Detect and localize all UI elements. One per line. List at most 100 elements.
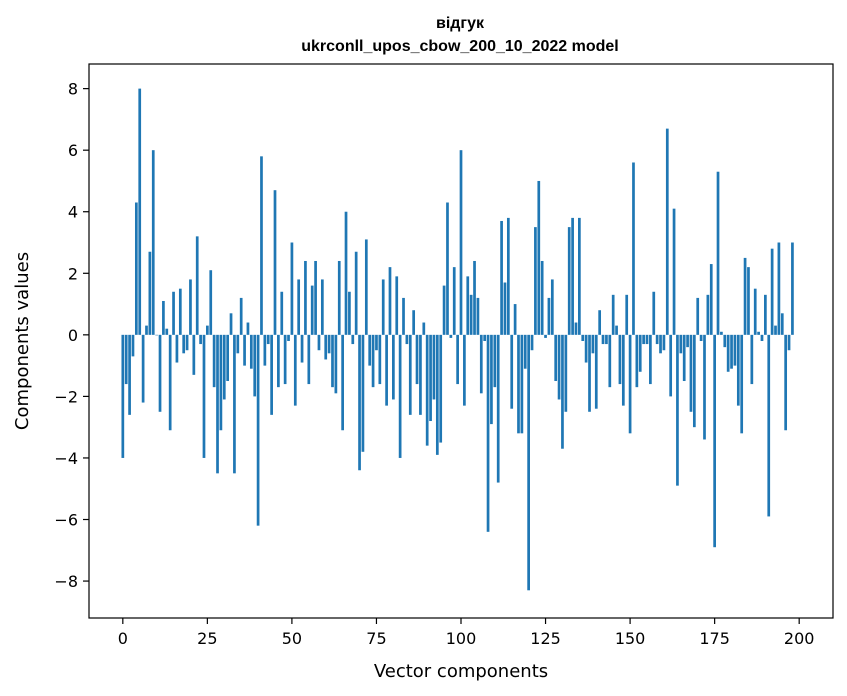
bar-component-12 <box>162 301 165 335</box>
bar-component-152 <box>636 335 639 387</box>
bar-component-110 <box>493 335 496 387</box>
bar-component-174 <box>710 264 713 335</box>
bar-component-166 <box>683 335 686 381</box>
bar-component-100 <box>460 150 463 335</box>
bar-component-7 <box>145 326 148 335</box>
bar-component-123 <box>537 181 540 335</box>
bar-component-67 <box>348 292 351 335</box>
x-tick-label: 100 <box>446 629 477 648</box>
bar-component-62 <box>331 335 334 387</box>
bar-component-85 <box>409 335 412 415</box>
bar-component-130 <box>561 335 564 449</box>
y-tick-label: 4 <box>68 203 78 222</box>
bar-component-161 <box>666 129 669 335</box>
bar-component-143 <box>605 335 608 344</box>
bars-group <box>121 89 793 591</box>
bar-component-39 <box>253 335 256 397</box>
bar-component-118 <box>521 335 524 433</box>
bar-component-103 <box>470 295 473 335</box>
bar-component-146 <box>615 326 618 335</box>
bar-component-181 <box>734 335 737 366</box>
bar-component-81 <box>395 276 398 334</box>
bar-component-77 <box>382 279 385 334</box>
bar-component-9 <box>152 150 155 335</box>
bar-component-144 <box>608 335 611 387</box>
bar-component-187 <box>754 289 757 335</box>
bar-component-188 <box>757 332 760 335</box>
bar-component-184 <box>744 258 747 335</box>
bar-component-182 <box>737 335 740 406</box>
bar-component-54 <box>304 261 307 335</box>
chart-title-line2: ukrconll_upos_cbow_200_10_2022 model <box>301 38 618 55</box>
bar-component-176 <box>717 172 720 335</box>
x-tick-label: 50 <box>282 629 302 648</box>
bar-component-149 <box>625 295 628 335</box>
bar-component-28 <box>216 335 219 474</box>
bar-component-72 <box>365 239 368 334</box>
bar-component-179 <box>727 335 730 372</box>
bar-component-89 <box>422 323 425 335</box>
bar-component-13 <box>165 329 168 335</box>
bar-component-119 <box>524 335 527 369</box>
bar-component-101 <box>463 335 466 406</box>
bar-component-168 <box>690 335 693 412</box>
bar-component-27 <box>213 335 216 387</box>
bar-component-60 <box>324 335 327 360</box>
bar-component-109 <box>490 335 493 424</box>
bar-component-42 <box>264 335 267 366</box>
x-tick-label: 25 <box>197 629 217 648</box>
bar-component-107 <box>483 335 486 341</box>
bar-component-134 <box>575 323 578 335</box>
bar-component-76 <box>378 335 381 384</box>
bar-component-32 <box>230 313 233 335</box>
bar-component-128 <box>554 335 557 381</box>
bar-component-61 <box>328 335 331 353</box>
bar-component-177 <box>720 332 723 335</box>
bar-component-66 <box>345 212 348 335</box>
bar-component-23 <box>199 335 202 344</box>
bar-component-133 <box>571 218 574 335</box>
bar-component-160 <box>663 335 666 350</box>
bar-component-0 <box>121 335 124 458</box>
bar-component-131 <box>564 335 567 412</box>
bar-component-191 <box>767 335 770 517</box>
bar-component-45 <box>274 190 277 335</box>
bar-component-48 <box>284 335 287 384</box>
bar-component-51 <box>294 335 297 406</box>
bar-component-3 <box>132 335 135 357</box>
bar-component-111 <box>497 335 500 483</box>
bar-component-173 <box>707 295 710 335</box>
bar-component-140 <box>595 335 598 409</box>
y-tick-label: −6 <box>54 511 78 530</box>
bar-component-194 <box>778 243 781 335</box>
bar-component-26 <box>209 270 212 335</box>
bar-component-145 <box>612 295 615 335</box>
bar-component-47 <box>280 292 283 335</box>
bar-component-82 <box>399 335 402 458</box>
x-tick-label: 125 <box>530 629 561 648</box>
bar-component-94 <box>439 335 442 443</box>
bar-component-113 <box>504 283 507 335</box>
bar-component-98 <box>453 267 456 335</box>
bar-component-41 <box>260 156 263 335</box>
bar-component-169 <box>693 335 696 427</box>
bar-component-86 <box>412 310 415 335</box>
bar-component-17 <box>179 289 182 335</box>
bar-component-36 <box>243 335 246 366</box>
bar-component-92 <box>433 335 436 400</box>
bar-component-55 <box>307 335 310 384</box>
bar-component-46 <box>277 335 280 387</box>
bar-component-190 <box>764 295 767 335</box>
bar-component-1 <box>125 335 128 384</box>
bar-component-24 <box>203 335 206 458</box>
bar-component-170 <box>696 298 699 335</box>
bar-component-180 <box>730 335 733 369</box>
bar-component-116 <box>514 304 517 335</box>
bar-component-79 <box>389 267 392 335</box>
bar-component-141 <box>598 310 601 335</box>
bar-component-114 <box>507 218 510 335</box>
bar-component-164 <box>676 335 679 486</box>
y-axis-ticks: −8−6−4−202468 <box>54 80 89 591</box>
bar-component-53 <box>301 335 304 363</box>
bar-component-64 <box>338 261 341 335</box>
